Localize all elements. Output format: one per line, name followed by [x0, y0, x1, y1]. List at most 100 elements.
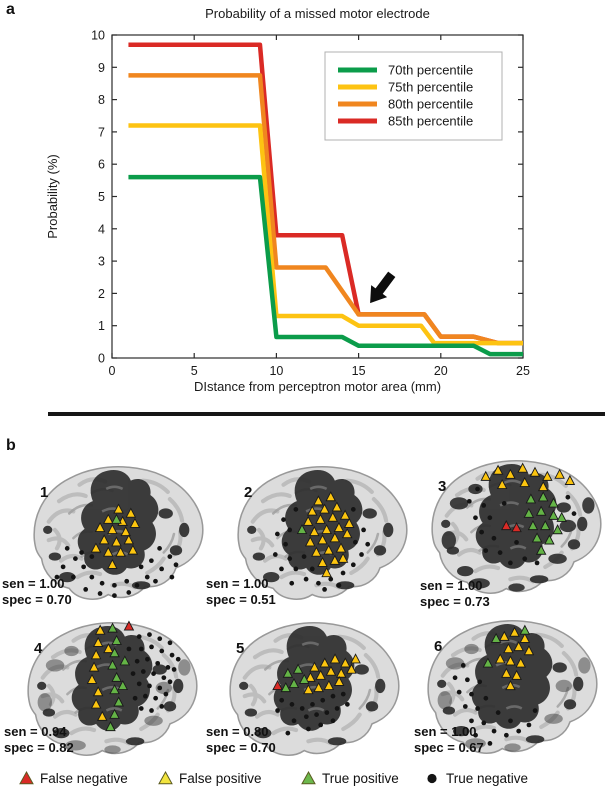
true-negative-dot — [314, 712, 319, 717]
true-negative-dot — [54, 574, 60, 580]
x-tick-label: 0 — [109, 364, 116, 378]
true-positive-triangle — [117, 679, 129, 691]
true-negative-dot — [136, 681, 142, 687]
true-negative-dot — [112, 593, 117, 598]
true-positive-triangle — [535, 544, 547, 555]
true-negative-dot — [508, 560, 513, 566]
true-positive-triangle — [548, 509, 559, 520]
series-75th-percentile — [128, 123, 523, 346]
true-negative-dot — [345, 702, 350, 707]
false-positive-triangle — [107, 523, 118, 535]
true-negative-dot — [487, 741, 493, 746]
true-positive-triangle — [537, 491, 549, 502]
true-negative-dot — [522, 556, 528, 562]
false-positive-triangle — [88, 661, 100, 672]
false-positive-triangle — [129, 517, 141, 528]
true-negative-dot — [491, 535, 497, 541]
true-negative-dot — [322, 587, 327, 592]
false-positive-triangle — [92, 686, 104, 697]
brain-image-2 — [224, 458, 419, 610]
legend-label: 75th percentile — [388, 80, 473, 95]
legend-label: 85th percentile — [388, 114, 473, 129]
brain-panel-1: 1 — [20, 458, 215, 610]
brain-image-1 — [20, 458, 215, 610]
chart-legend-box — [324, 51, 503, 141]
false-positive-triangle — [111, 536, 122, 547]
marker-legend-item-fp: False positive — [157, 769, 262, 787]
sen-spec-label-1: sen = 1.00 spec = 0.70 — [2, 576, 72, 607]
true-negative-dot — [359, 552, 364, 557]
sen-spec-label-5: sen = 0.80 spec = 0.70 — [206, 724, 276, 755]
true-negative-dot — [165, 665, 171, 670]
false-positive-triangle — [331, 501, 343, 512]
x-tick-label: 15 — [352, 364, 366, 378]
true-negative-dot — [149, 558, 154, 564]
true-negative-dot — [532, 708, 538, 713]
false-positive-triangle — [315, 669, 326, 680]
true-negative-dot — [318, 722, 324, 728]
false-positive-triangle — [335, 542, 347, 553]
true-negative-dot — [138, 706, 144, 711]
true-negative-dot — [285, 730, 291, 736]
false-positive-triangle — [499, 630, 510, 641]
true-negative-dot — [99, 580, 105, 586]
false-positive-triangle — [494, 653, 506, 664]
false-positive-triangle — [323, 544, 334, 555]
false-positive-triangle — [505, 468, 516, 479]
true-positive-triangle — [105, 721, 116, 732]
true-negative-dot — [149, 644, 154, 650]
true-negative-dot — [143, 693, 148, 699]
true-negative-dot — [306, 726, 311, 732]
marker-legend-label: False negative — [40, 770, 128, 786]
true-negative-dot — [303, 714, 309, 720]
true-negative-dot — [324, 710, 330, 715]
false-positive-triangle — [333, 675, 345, 686]
false-positive-triangle — [113, 503, 124, 514]
false-positive-triangle — [346, 663, 357, 674]
true-negative-dot — [293, 566, 299, 572]
false-positive-triangle — [523, 645, 535, 656]
true-negative-dot — [275, 531, 280, 537]
true-positive-triangle — [298, 673, 310, 684]
false-positive-triangle — [90, 698, 102, 709]
true-positive-triangle — [490, 632, 502, 643]
true-negative-dot — [126, 590, 132, 595]
false-positive-triangle — [341, 528, 353, 539]
true-negative-dot — [144, 574, 150, 580]
true-negative-dot — [365, 541, 371, 547]
true-negative-dot — [320, 697, 326, 703]
true-negative-dot — [316, 580, 321, 586]
true-negative-dot — [161, 675, 167, 681]
true-negative-dot — [330, 693, 336, 699]
brain-number: 5 — [236, 640, 245, 657]
true-negative-dot — [159, 704, 165, 709]
false-positive-triangle — [329, 554, 341, 565]
true-negative-dot — [303, 576, 309, 582]
true-negative-dot — [497, 550, 503, 555]
true-negative-dot — [483, 695, 489, 701]
true-negative-dot — [491, 728, 497, 734]
true-negative-dot — [460, 663, 466, 668]
false-positive-triangle — [529, 466, 541, 477]
true-positive-triangle — [107, 622, 118, 633]
false-positive-triangle — [492, 464, 504, 475]
false-positive-triangle — [120, 526, 131, 537]
false-positive-triangle — [94, 521, 106, 532]
true-negative-dot — [279, 697, 285, 703]
true-negative-dot — [138, 564, 144, 570]
false-positive-triangle — [480, 470, 492, 481]
true-negative-dot — [350, 507, 356, 512]
false-positive-triangle — [107, 558, 118, 569]
true-negative-dot — [473, 732, 478, 738]
true-negative-dot — [516, 728, 522, 734]
false-positive-triangle — [321, 567, 332, 578]
true-positive-triangle — [525, 493, 537, 504]
true-negative-dot — [473, 515, 478, 521]
true-negative-dot — [336, 582, 342, 588]
true-negative-dot — [340, 691, 346, 697]
true-negative-dot — [508, 718, 513, 724]
true-negative-dot — [153, 695, 158, 701]
true-negative-dot — [504, 732, 509, 738]
false-positive-triangle — [319, 657, 331, 668]
